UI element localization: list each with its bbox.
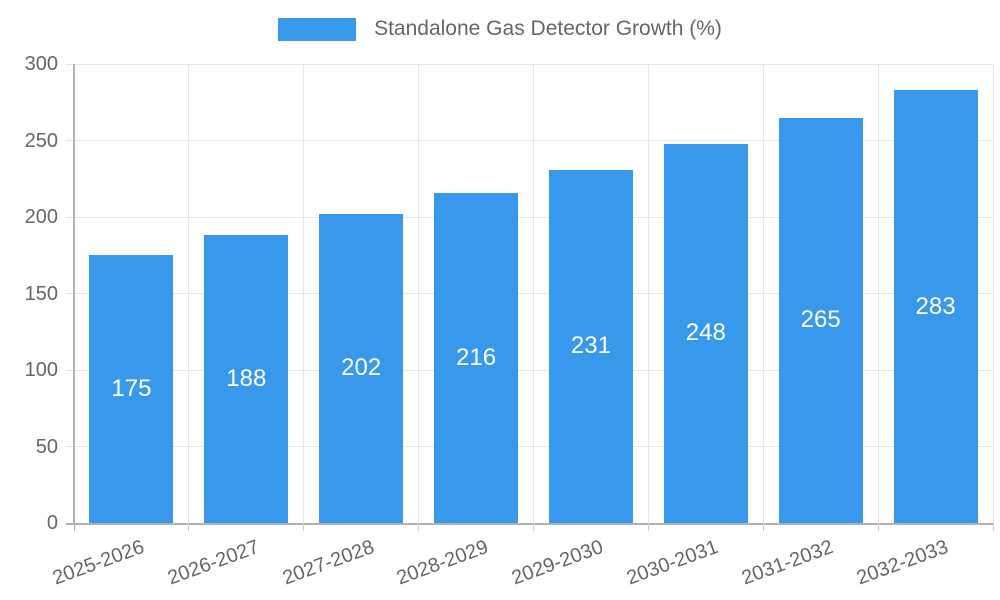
x-gridline — [647, 64, 649, 523]
y-axis-tick-label: 50 — [35, 435, 58, 458]
x-axis-tick-mark — [533, 523, 534, 531]
bar-value-label: 248 — [685, 319, 726, 347]
x-axis-tick-mark — [188, 523, 190, 531]
y-axis-tick-label: 250 — [24, 129, 58, 152]
x-axis-tick-mark — [418, 523, 420, 531]
legend-swatch[interactable] — [278, 17, 357, 41]
bar-value-label: 283 — [915, 292, 956, 320]
bar-2025-2026[interactable] — [89, 255, 174, 523]
bar-value-label: 216 — [456, 343, 497, 371]
x-axis-tick-mark — [647, 523, 649, 531]
x-gridline — [533, 64, 534, 523]
y-gridline — [66, 369, 993, 371]
bar-2031-2032[interactable] — [778, 117, 863, 523]
bar-value-label: 231 — [570, 332, 611, 360]
x-gridline — [418, 64, 420, 523]
y-gridline — [66, 446, 993, 447]
x-axis-tick-label: 2025-2026 — [49, 536, 147, 590]
bar-2028-2029[interactable] — [434, 192, 519, 523]
x-axis-tick-mark — [73, 523, 75, 531]
bar-2030-2031[interactable] — [663, 143, 748, 523]
bar-value-label: 265 — [800, 306, 841, 334]
x-axis-tick-mark — [303, 523, 305, 531]
x-axis-tick-mark — [877, 523, 879, 531]
bar-2027-2028[interactable] — [319, 213, 404, 523]
x-axis-tick-label: 2026-2027 — [164, 536, 262, 590]
x-axis-line — [66, 522, 993, 525]
x-gridline — [992, 64, 994, 523]
x-axis-tick-label: 2031-2032 — [738, 536, 837, 590]
x-axis-tick-label: 2028-2029 — [394, 536, 492, 590]
y-axis-tick-label: 300 — [24, 53, 58, 75]
x-gridline — [188, 64, 190, 523]
x-gridline — [877, 64, 879, 523]
bar-2026-2027[interactable] — [204, 235, 289, 523]
y-axis-tick-label: 0 — [46, 512, 58, 534]
bar-value-label: 188 — [226, 365, 267, 393]
y-gridline — [66, 140, 993, 141]
x-gridline — [762, 64, 764, 523]
y-axis-tick-label: 200 — [24, 206, 58, 228]
legend-label[interactable]: Standalone Gas Detector Growth (%) — [374, 17, 722, 40]
y-axis-tick-label: 150 — [24, 282, 58, 305]
legend: Standalone Gas Detector Growth (%) — [0, 14, 1000, 44]
y-gridline — [66, 293, 993, 294]
y-axis-line — [73, 64, 75, 523]
x-gridline — [303, 64, 305, 523]
x-axis-tick-label: 2030-2031 — [623, 536, 722, 590]
y-gridline — [66, 63, 993, 65]
bar-value-label: 202 — [341, 354, 382, 382]
x-axis-tick-label: 2032-2033 — [853, 536, 952, 590]
x-axis-tick-mark — [992, 523, 994, 531]
y-axis-tick-label: 100 — [24, 359, 58, 381]
x-axis-tick-label: 2027-2028 — [279, 536, 377, 590]
bar-value-label: 175 — [111, 375, 152, 403]
bar-2029-2030[interactable] — [548, 169, 633, 523]
x-axis-tick-mark — [762, 523, 764, 531]
x-axis-tick-label: 2029-2030 — [509, 536, 607, 590]
bar-2032-2033[interactable] — [893, 90, 978, 523]
y-gridline — [66, 216, 993, 218]
